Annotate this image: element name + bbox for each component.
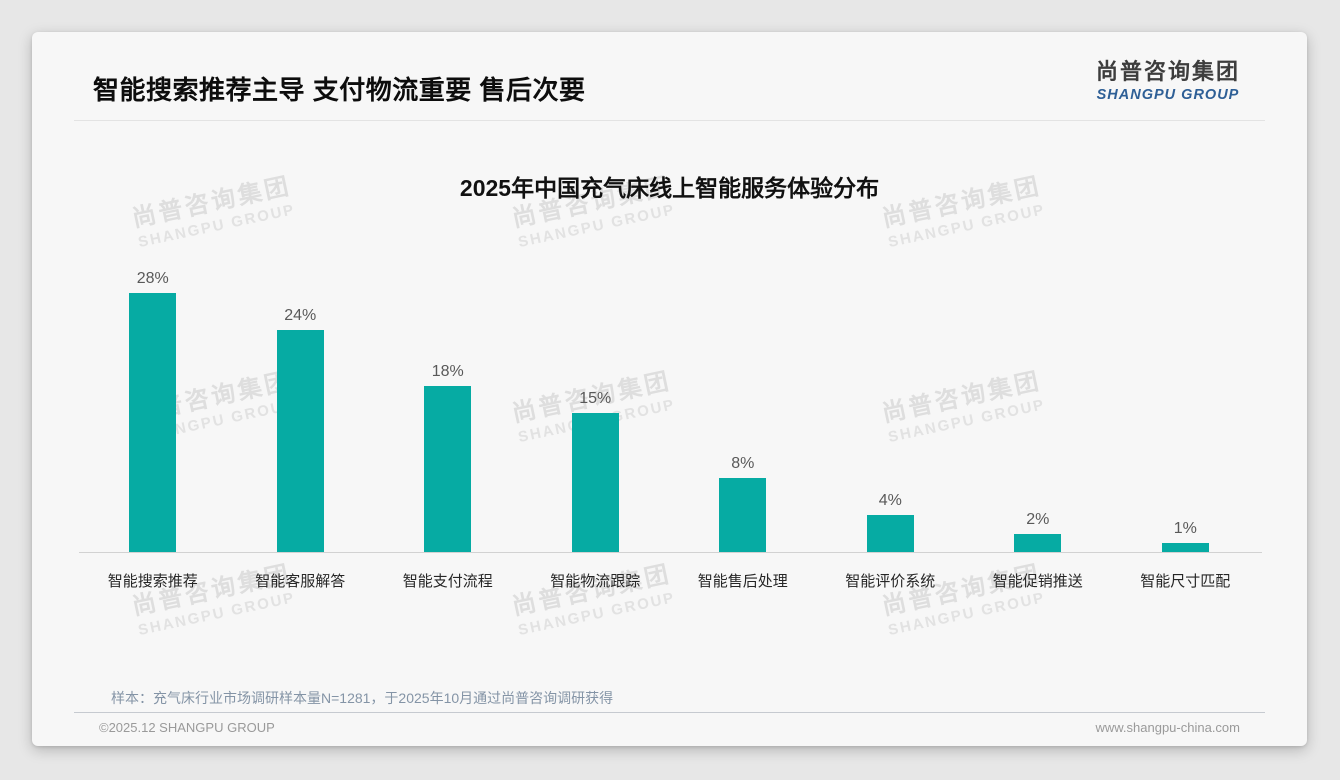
bar-column: 2% <box>964 262 1112 552</box>
footer-copyright: ©2025.12 SHANGPU GROUP <box>99 720 275 735</box>
logo-chinese-text: 尚普咨询集团 <box>1095 59 1240 84</box>
bar <box>276 330 324 552</box>
category-label: 智能客服解答 <box>255 573 346 590</box>
bar <box>129 293 177 552</box>
company-logo: 尚普咨询集团 SHANGPU GROUP <box>1096 54 1240 103</box>
bar <box>424 385 472 552</box>
footer: ©2025.12 SHANGPU GROUP www.shangpu-china… <box>99 720 1240 735</box>
header-divider <box>74 120 1265 121</box>
bar-value-label: 24% <box>284 307 317 324</box>
bar-column: 28% <box>79 262 227 552</box>
x-axis-line <box>79 552 1262 553</box>
category-label: 智能支付流程 <box>402 573 493 590</box>
bar-value-label: 8% <box>731 455 755 472</box>
category-label: 智能搜索推荐 <box>107 573 198 590</box>
bar-value-label: 28% <box>136 270 169 287</box>
bar <box>1161 542 1209 552</box>
bar-column: 15% <box>522 262 670 552</box>
category-label: 智能评价系统 <box>845 573 936 590</box>
bar-column: 1% <box>1112 262 1260 552</box>
bar-column: 8% <box>669 262 817 552</box>
sample-note: 样本：充气床行业市场调研样本量N=1281，于2025年10月通过尚普咨询调研获… <box>111 690 614 706</box>
chart-title: 2025年中国充气床线上智能服务体验分布 <box>459 175 880 201</box>
bar-value-label: 4% <box>878 492 902 509</box>
bar-column: 4% <box>817 262 965 552</box>
page-title: 智能搜索推荐主导 支付物流重要 售后次要 <box>93 75 586 105</box>
bar <box>1014 533 1062 552</box>
category-label: 智能物流跟踪 <box>550 573 641 590</box>
category-label: 智能促销推送 <box>992 573 1083 590</box>
slide-card: 尚普咨询集团 SHANGPU GROUP 尚普咨询集团 SHANGPU GROUP 尚普… <box>32 32 1307 746</box>
bar-column: 24% <box>227 262 375 552</box>
bar-column: 18% <box>374 262 522 552</box>
bar <box>866 515 914 552</box>
category-row: 智能搜索推荐 智能客服解答 智能支付流程 智能物流跟踪 智能售后处理 智能评价系统 智能促销… <box>79 570 1259 591</box>
bar <box>719 478 767 552</box>
plot-area: 28% 24% 18% 15% 8% 4% 2% 1% <box>79 262 1259 552</box>
bar <box>571 413 619 552</box>
bar-value-label: 15% <box>579 390 612 408</box>
footer-website: www.shangpu-china.com <box>1095 720 1240 735</box>
footer-divider <box>74 712 1265 713</box>
category-label: 智能尺寸匹配 <box>1140 573 1231 590</box>
logo-english-text: SHANGPU GROUP <box>1096 87 1240 103</box>
category-label: 智能售后处理 <box>697 573 788 590</box>
bar-value-label: 2% <box>1026 510 1050 528</box>
bar-value-label: 1% <box>1173 519 1197 537</box>
bar-value-label: 18% <box>431 362 464 380</box>
